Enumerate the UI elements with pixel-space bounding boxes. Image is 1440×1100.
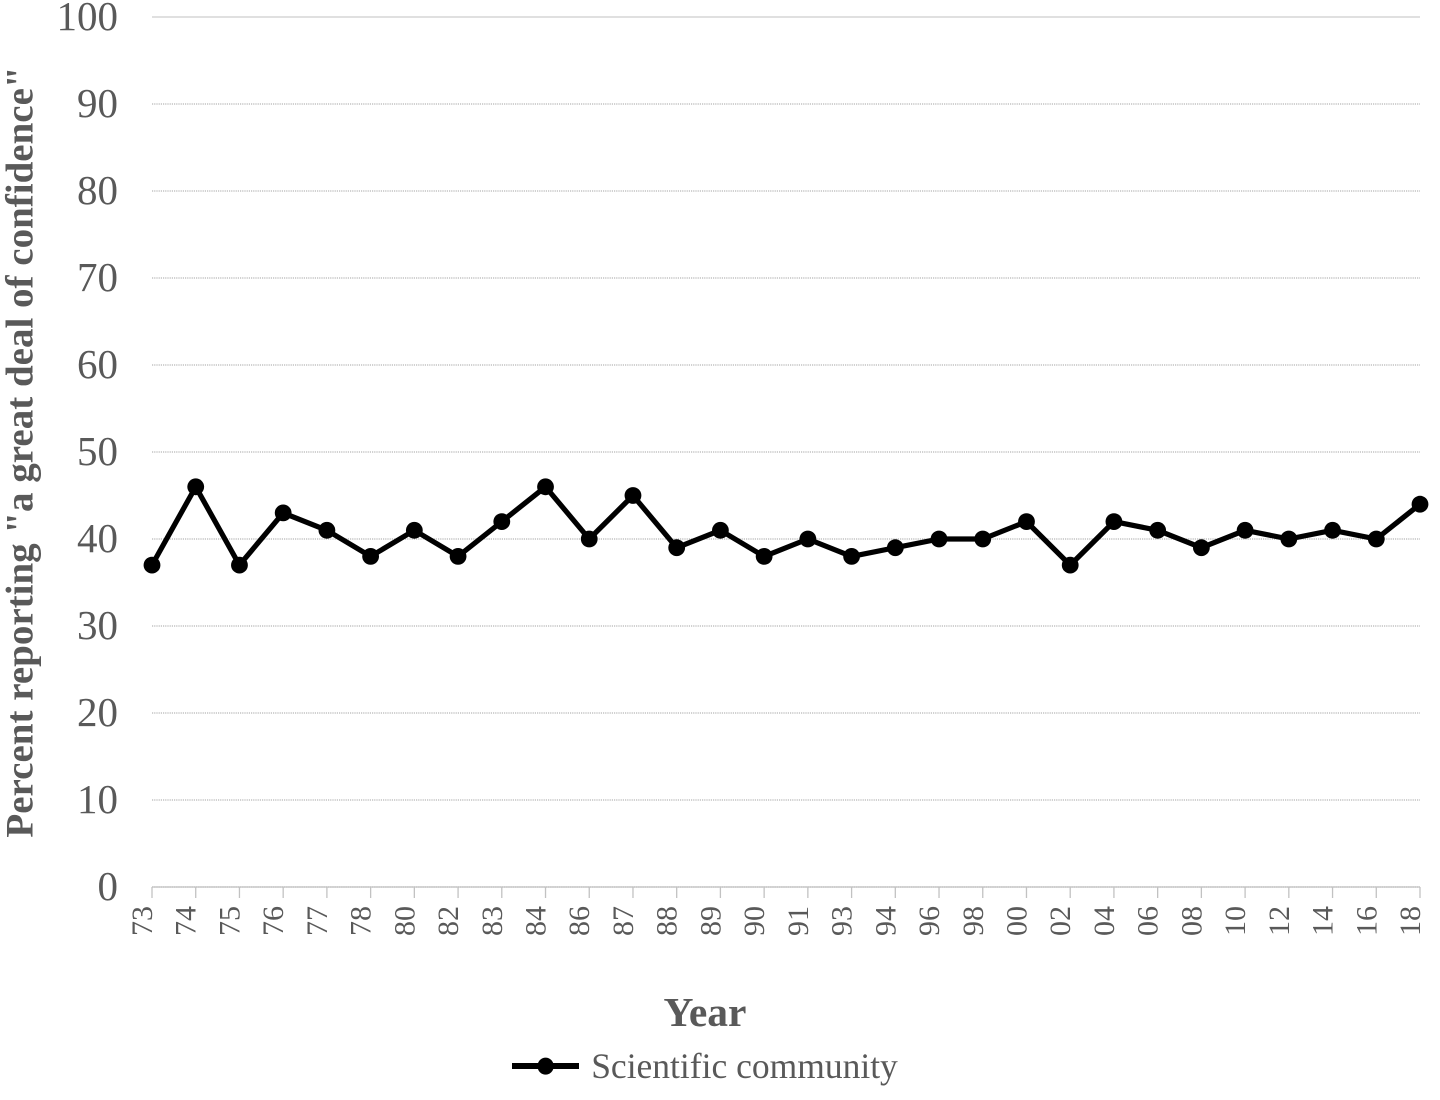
svg-text:87: 87: [607, 906, 640, 936]
svg-text:93: 93: [826, 906, 859, 936]
svg-text:77: 77: [301, 906, 334, 936]
svg-text:06: 06: [1132, 906, 1165, 936]
svg-text:14: 14: [1307, 906, 1340, 936]
svg-text:10: 10: [1219, 906, 1252, 936]
svg-text:82: 82: [432, 906, 465, 936]
svg-text:74: 74: [170, 906, 203, 936]
svg-text:00: 00: [1000, 906, 1033, 936]
svg-text:90: 90: [77, 80, 118, 126]
svg-text:75: 75: [213, 906, 246, 936]
svg-text:80: 80: [77, 167, 118, 213]
svg-text:89: 89: [694, 906, 727, 936]
svg-text:94: 94: [869, 906, 902, 936]
svg-text:02: 02: [1044, 906, 1077, 936]
svg-text:60: 60: [77, 341, 118, 387]
svg-text:90: 90: [738, 906, 771, 936]
svg-text:91: 91: [782, 906, 815, 936]
svg-text:10: 10: [77, 776, 118, 822]
svg-text:16: 16: [1350, 906, 1383, 936]
svg-text:0: 0: [98, 863, 119, 909]
svg-text:50: 50: [77, 428, 118, 474]
svg-text:96: 96: [913, 906, 946, 936]
svg-text:30: 30: [77, 602, 118, 648]
svg-text:20: 20: [77, 689, 118, 735]
svg-text:83: 83: [476, 906, 509, 936]
svg-text:70: 70: [77, 254, 118, 300]
svg-text:98: 98: [957, 906, 990, 936]
svg-text:73: 73: [126, 906, 159, 936]
svg-text:88: 88: [651, 906, 684, 936]
svg-text:100: 100: [57, 0, 119, 39]
svg-text:40: 40: [77, 515, 118, 561]
svg-text:04: 04: [1088, 906, 1121, 936]
svg-text:84: 84: [520, 906, 553, 936]
svg-text:12: 12: [1263, 906, 1296, 936]
svg-text:76: 76: [257, 906, 290, 936]
svg-text:08: 08: [1175, 906, 1208, 936]
svg-text:86: 86: [563, 906, 596, 936]
svg-text:78: 78: [345, 906, 378, 936]
svg-text:18: 18: [1394, 906, 1427, 936]
svg-text:80: 80: [388, 906, 421, 936]
